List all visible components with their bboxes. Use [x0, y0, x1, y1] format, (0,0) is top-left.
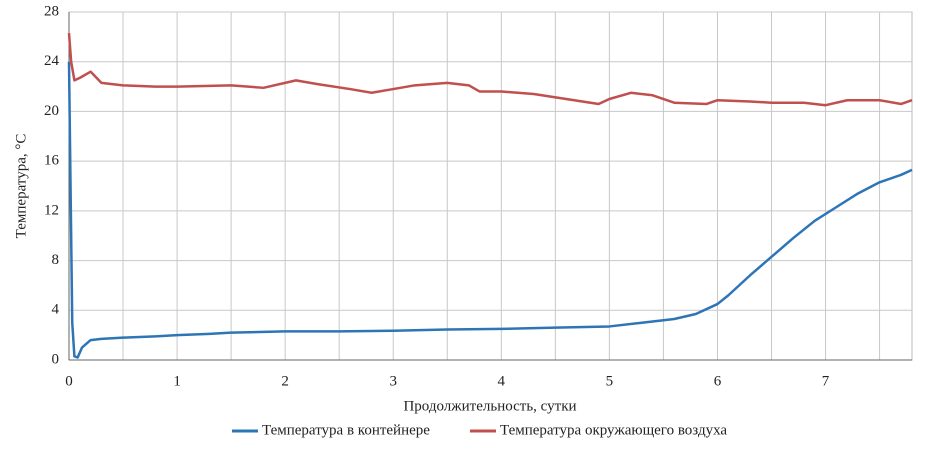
x-tick-label: 6: [714, 373, 722, 389]
y-tick-label: 16: [44, 153, 60, 169]
x-tick-label: 0: [65, 373, 73, 389]
y-tick-label: 0: [52, 351, 60, 367]
y-tick-label: 4: [52, 302, 60, 318]
x-tick-label: 1: [173, 373, 181, 389]
plot-area: [68, 11, 913, 361]
x-tick-label: 2: [281, 373, 289, 389]
legend-label: Температура окружающего воздуха: [500, 422, 727, 438]
x-tick-label: 7: [822, 373, 830, 389]
data-line: [67, 61, 913, 359]
x-tick-label: 5: [606, 373, 614, 389]
y-tick-label: 20: [44, 103, 59, 119]
y-tick-label: 28: [44, 3, 59, 19]
y-tick-label: 8: [52, 252, 60, 268]
y-tick-label: 12: [44, 202, 59, 218]
x-tick-label: 3: [389, 373, 397, 389]
y-tick-label: 24: [44, 53, 60, 69]
y-axis-label: Температура, °С: [13, 134, 29, 239]
data-line: [67, 33, 913, 107]
x-axis-label: Продолжительность, сутки: [403, 398, 576, 414]
legend-label: Температура в контейнере: [262, 422, 430, 438]
x-tick-label: 4: [498, 373, 506, 389]
